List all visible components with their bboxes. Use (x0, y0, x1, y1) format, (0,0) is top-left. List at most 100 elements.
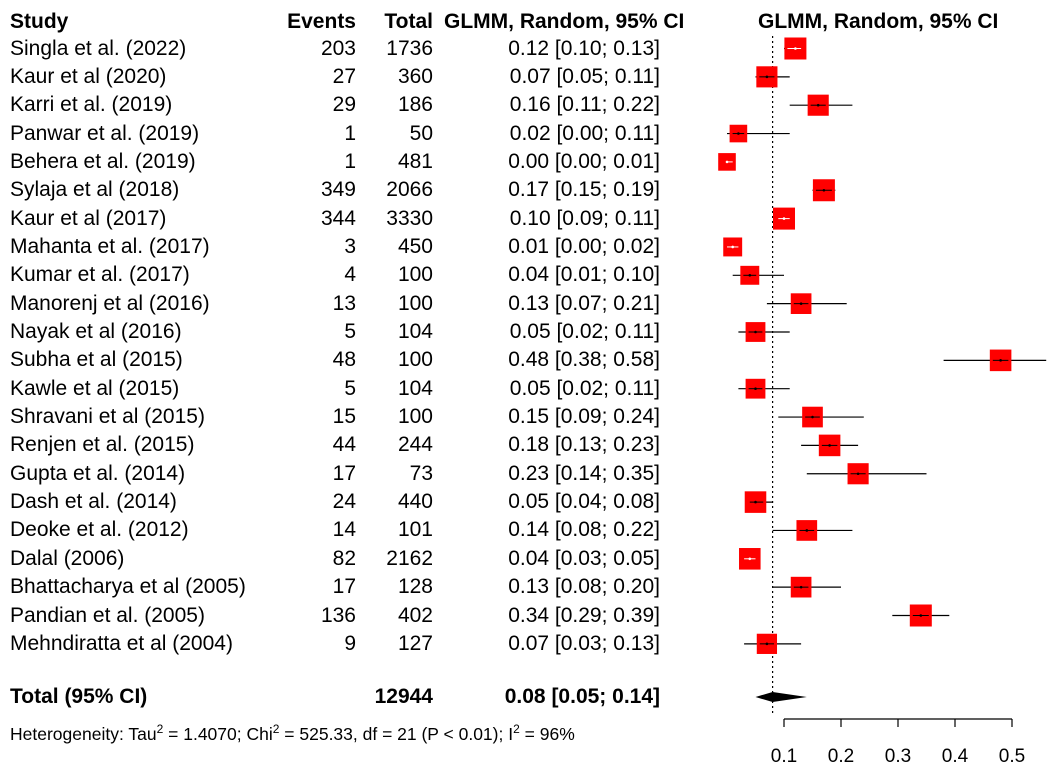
study-events: 1 (344, 121, 356, 145)
study-ci: 0.07 [0.05; 0.11] (509, 64, 660, 88)
study-ci: 0.12 [0.10; 0.13] (508, 36, 660, 60)
study-ci: 0.23 [0.14; 0.35] (508, 461, 660, 485)
study-total: 127 (397, 631, 433, 655)
study-events: 27 (332, 64, 356, 88)
study-events: 17 (332, 461, 356, 485)
study-total: 481 (397, 149, 433, 173)
header-plot: GLMM, Random, 95% CI (758, 10, 999, 33)
study-ci: 0.00 [0.00; 0.01] (508, 149, 660, 173)
heterogeneity-prefix: Heterogeneity: Tau (10, 723, 157, 744)
study-total: 73 (409, 461, 433, 485)
x-tick-label: 0.5 (999, 746, 1025, 767)
study-total: 50 (409, 121, 433, 145)
header-ci: GLMM, Random, 95% CI (444, 10, 685, 33)
study-total: 100 (397, 405, 433, 429)
x-tick-label: 0.4 (942, 746, 969, 767)
point-estimate (805, 529, 809, 532)
study-name: Subha et al (2015) (10, 348, 183, 372)
point-estimate (754, 387, 757, 391)
study-total: 104 (397, 376, 433, 400)
study-events: 48 (332, 348, 356, 372)
study-events: 4 (344, 263, 356, 287)
study-ci: 0.34 [0.29; 0.39] (508, 603, 660, 627)
point-estimate (799, 302, 803, 305)
study-name: Renjen et al. (2015) (10, 433, 195, 457)
point-estimate (737, 132, 740, 135)
study-events: 5 (344, 376, 356, 400)
heterogeneity-chi-val: = 525.33, df = 21 (P < 0.01); I (279, 723, 514, 744)
study-name: Dalal (2006) (10, 546, 125, 570)
study-name: Gupta et al. (2014) (10, 461, 186, 485)
study-total: 100 (397, 263, 433, 287)
heterogeneity-stats: Heterogeneity: Tau2 = 1.4070; Chi2 = 525… (10, 717, 575, 746)
study-name: Dash et al. (2014) (10, 490, 177, 514)
study-name: Kumar et al. (2017) (10, 263, 190, 287)
total-ci: 0.08 [0.05; 0.14] (504, 685, 660, 708)
study-name: Kaur et al (2017) (10, 206, 167, 230)
study-ci: 0.01 [0.00; 0.02] (508, 234, 660, 258)
study-ci: 0.10 [0.09; 0.11] (509, 206, 660, 230)
point-estimate (856, 472, 860, 476)
total-count: 12944 (374, 685, 433, 708)
total-label: Total (95% CI) (10, 685, 148, 708)
study-total: 2066 (386, 178, 433, 202)
study-events: 44 (332, 433, 356, 457)
study-total: 2162 (386, 546, 433, 570)
study-name: Manorenj et al (2016) (10, 291, 210, 315)
study-name: Nayak et al (2016) (10, 320, 182, 343)
point-estimate (822, 188, 826, 192)
point-estimate (731, 245, 734, 249)
x-tick-label: 0.1 (771, 746, 797, 767)
study-name: Panwar et al. (2019) (10, 121, 200, 145)
study-name: Mahanta et al. (2017) (10, 234, 210, 258)
heterogeneity-tau-val: = 1.4070; Chi (163, 723, 273, 744)
study-ci: 0.04 [0.03; 0.05] (508, 546, 660, 570)
study-name: Pandian et al. (2005) (10, 603, 205, 627)
point-estimate (725, 160, 729, 164)
study-total: 104 (397, 320, 433, 343)
header-total: Total (384, 10, 433, 33)
study-ci: 0.17 [0.15; 0.19] (508, 178, 660, 202)
point-estimate (754, 500, 757, 504)
study-events: 17 (332, 575, 356, 599)
heterogeneity-chi-sq: 2 (272, 722, 280, 736)
study-ci: 0.07 [0.03; 0.13] (508, 631, 660, 655)
study-name: Sylaja et al (2018) (10, 178, 180, 202)
study-ci: 0.05 [0.04; 0.08] (508, 490, 660, 514)
study-events: 1 (344, 149, 356, 173)
study-total: 186 (397, 93, 433, 117)
study-ci: 0.16 [0.11; 0.22] (509, 93, 660, 117)
header-study: Study (10, 10, 69, 33)
study-events: 15 (332, 405, 356, 429)
study-ci: 0.13 [0.08; 0.20] (508, 575, 660, 599)
pooled-diamond (755, 692, 807, 702)
study-events: 13 (332, 291, 356, 315)
study-total: 360 (397, 64, 433, 88)
study-events: 5 (344, 320, 356, 343)
heterogeneity-tau-sq: 2 (156, 722, 164, 736)
point-estimate (748, 274, 752, 277)
point-estimate (999, 359, 1002, 362)
study-ci: 0.13 [0.07; 0.21] (508, 291, 660, 315)
study-total: 100 (397, 291, 433, 315)
study-name: Behera et al. (2019) (10, 149, 196, 173)
x-tick-label: 0.2 (828, 746, 854, 767)
study-total: 3330 (386, 206, 433, 230)
point-estimate (765, 642, 769, 646)
point-estimate (811, 415, 814, 419)
study-ci: 0.14 [0.08; 0.22] (508, 518, 660, 542)
study-events: 9 (344, 631, 356, 655)
point-estimate (799, 585, 803, 589)
study-events: 24 (332, 490, 356, 514)
study-name: Mehndiratta et al (2004) (10, 631, 233, 655)
study-events: 349 (320, 178, 356, 202)
point-estimate (765, 75, 769, 79)
study-events: 14 (332, 518, 356, 542)
study-total: 128 (397, 575, 433, 599)
study-ci: 0.02 [0.00; 0.11] (509, 121, 660, 145)
study-total: 100 (397, 348, 433, 372)
point-estimate (816, 103, 820, 107)
study-name: Kawle et al (2015) (10, 376, 180, 400)
study-events: 136 (320, 603, 356, 627)
